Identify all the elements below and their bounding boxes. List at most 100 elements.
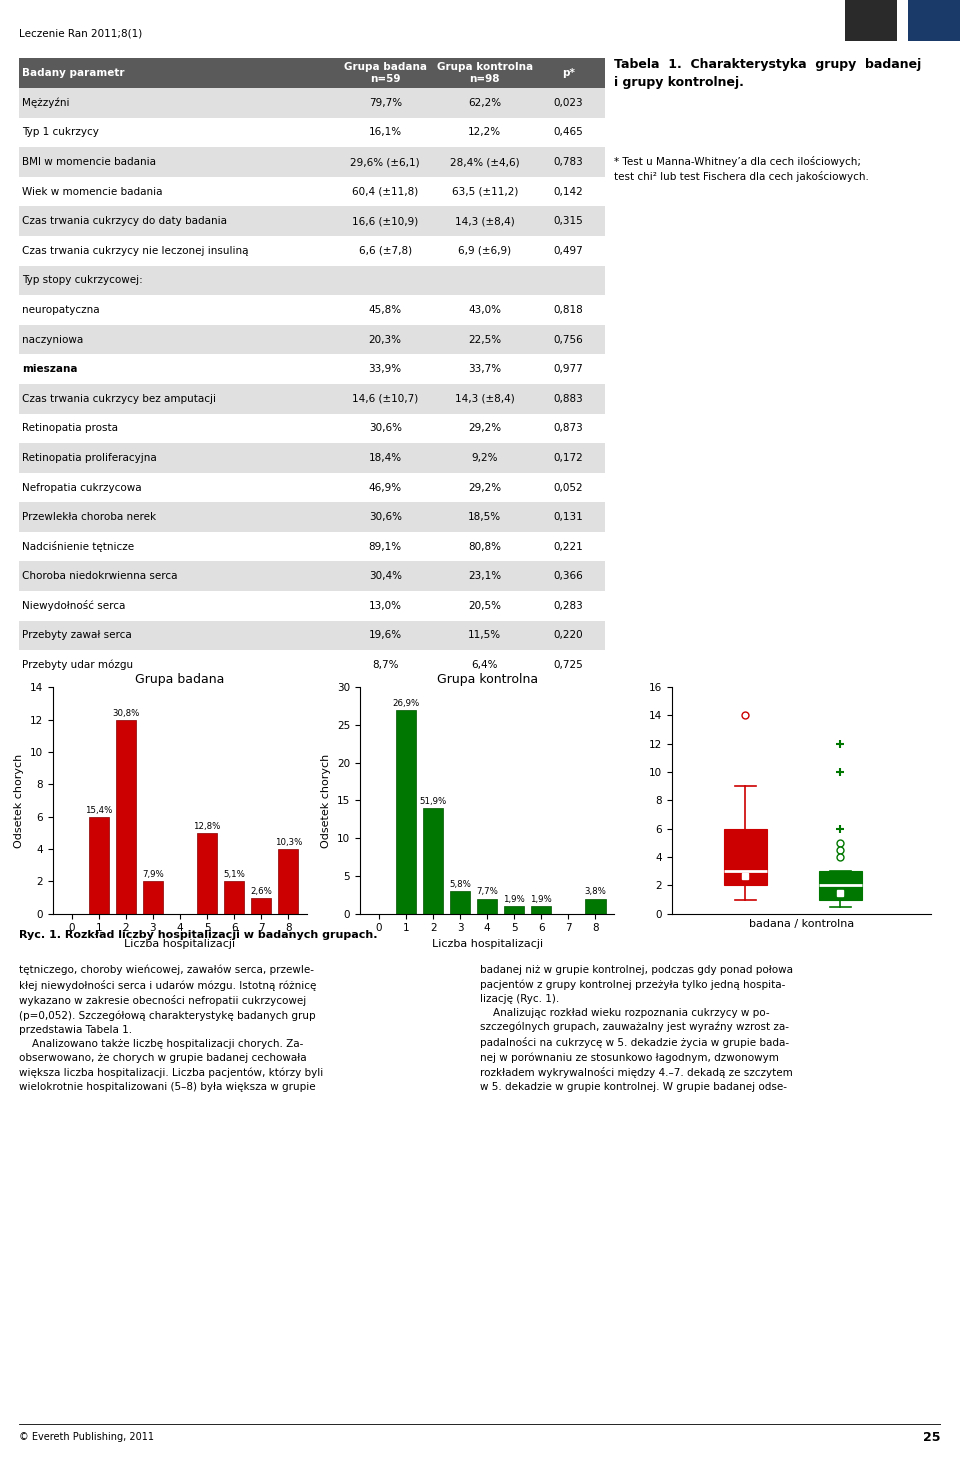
Bar bbox=[19, 443, 605, 472]
Bar bbox=[396, 709, 416, 914]
Text: tętniczego, choroby wieńcowej, zawałów serca, przewle-
kłej niewydołności serca : tętniczego, choroby wieńcowej, zawałów s… bbox=[19, 965, 324, 1092]
Bar bbox=[845, 0, 897, 41]
Text: 0,220: 0,220 bbox=[553, 630, 583, 640]
X-axis label: Liczba hospitalizacji: Liczba hospitalizacji bbox=[432, 939, 542, 949]
Bar bbox=[908, 0, 960, 41]
Text: p*: p* bbox=[562, 69, 575, 79]
Bar bbox=[19, 148, 605, 177]
Text: 9,2%: 9,2% bbox=[471, 453, 498, 463]
Text: Czas trwania cukrzycy bez amputacji: Czas trwania cukrzycy bez amputacji bbox=[22, 393, 216, 404]
Text: Tabela  1.  Charakterystyka  grupy  badanej
i grupy kontrolnej.: Tabela 1. Charakterystyka grupy badanej … bbox=[614, 58, 922, 89]
Text: Typ 1 cukrzycy: Typ 1 cukrzycy bbox=[22, 127, 99, 137]
Text: Niewydołność serca: Niewydołność serca bbox=[22, 601, 126, 611]
Text: 13,0%: 13,0% bbox=[369, 601, 401, 611]
Bar bbox=[586, 899, 606, 914]
Text: 0,052: 0,052 bbox=[553, 482, 583, 493]
Bar bbox=[423, 808, 444, 914]
Text: 0,977: 0,977 bbox=[553, 364, 583, 374]
Text: 19,6%: 19,6% bbox=[369, 630, 402, 640]
Text: 15,4%: 15,4% bbox=[85, 806, 112, 814]
Text: 62,2%: 62,2% bbox=[468, 98, 501, 108]
Bar bbox=[19, 503, 605, 532]
Text: 45,8%: 45,8% bbox=[369, 306, 402, 314]
Bar bbox=[143, 882, 163, 914]
Bar bbox=[19, 385, 605, 414]
Text: 33,9%: 33,9% bbox=[369, 364, 402, 374]
Bar bbox=[19, 88, 605, 117]
Bar bbox=[504, 906, 524, 914]
Bar bbox=[477, 899, 497, 914]
Text: 89,1%: 89,1% bbox=[369, 542, 402, 551]
Text: naczyniowa: naczyniowa bbox=[22, 335, 84, 345]
Text: Badany parametr: Badany parametr bbox=[22, 69, 125, 79]
Text: mieszana: mieszana bbox=[22, 364, 78, 374]
Text: 1,9%: 1,9% bbox=[503, 895, 525, 904]
Text: 30,6%: 30,6% bbox=[369, 424, 401, 433]
Text: Czas trwania cukrzycy do daty badania: Czas trwania cukrzycy do daty badania bbox=[22, 216, 228, 227]
Text: 0,873: 0,873 bbox=[553, 424, 583, 433]
Bar bbox=[19, 621, 605, 651]
Text: 18,4%: 18,4% bbox=[369, 453, 402, 463]
Text: 3,8%: 3,8% bbox=[585, 887, 607, 896]
Text: Ryc. 1. Rozkład liczby hospitalizacji w badanych grupach.: Ryc. 1. Rozkład liczby hospitalizacji w … bbox=[19, 930, 377, 940]
Text: 12,8%: 12,8% bbox=[193, 822, 221, 830]
Text: 23,1%: 23,1% bbox=[468, 572, 501, 582]
Text: Nadciśnienie tętnicze: Nadciśnienie tętnicze bbox=[22, 541, 134, 553]
Text: 6,6 (±7,8): 6,6 (±7,8) bbox=[359, 246, 412, 256]
Text: 10,3%: 10,3% bbox=[275, 838, 302, 846]
Text: Nefropatia cukrzycowa: Nefropatia cukrzycowa bbox=[22, 482, 142, 493]
Text: Typ stopy cukrzycowej:: Typ stopy cukrzycowej: bbox=[22, 275, 143, 285]
Text: Mężzyźni: Mężzyźni bbox=[22, 98, 70, 108]
Text: Grupa badana
n=59: Grupa badana n=59 bbox=[344, 61, 426, 85]
Text: * Test u Manna-Whitney’a dla cech ilościowych;
test chi² lub test Fischera dla c: * Test u Manna-Whitney’a dla cech ilości… bbox=[614, 156, 869, 181]
Text: © Evereth Publishing, 2011: © Evereth Publishing, 2011 bbox=[19, 1433, 155, 1442]
Bar bbox=[19, 561, 605, 591]
Bar bbox=[19, 206, 605, 235]
Text: 30,6%: 30,6% bbox=[369, 512, 401, 522]
Text: 11,5%: 11,5% bbox=[468, 630, 501, 640]
Text: badanej niż w grupie kontrolnej, podczas gdy ponad połowa
pacjentów z grupy kont: badanej niż w grupie kontrolnej, podczas… bbox=[480, 965, 793, 1092]
Bar bbox=[819, 871, 862, 899]
Text: 79,7%: 79,7% bbox=[369, 98, 402, 108]
Text: 0,756: 0,756 bbox=[553, 335, 583, 345]
Bar bbox=[278, 849, 299, 914]
Bar bbox=[19, 58, 605, 88]
Text: 0,315: 0,315 bbox=[553, 216, 583, 227]
Text: 0,023: 0,023 bbox=[553, 98, 583, 108]
Text: 12,2%: 12,2% bbox=[468, 127, 501, 137]
Text: Przebyty udar mózgu: Przebyty udar mózgu bbox=[22, 659, 133, 670]
Text: Przebyty zawał serca: Przebyty zawał serca bbox=[22, 630, 132, 640]
Text: 0,883: 0,883 bbox=[553, 393, 583, 404]
Bar bbox=[724, 829, 767, 886]
Text: 20,3%: 20,3% bbox=[369, 335, 401, 345]
Bar bbox=[88, 817, 108, 914]
X-axis label: badana / kontrolna: badana / kontrolna bbox=[749, 920, 854, 930]
Text: 29,6% (±6,1): 29,6% (±6,1) bbox=[350, 156, 420, 167]
Bar bbox=[19, 266, 605, 295]
Bar bbox=[116, 719, 136, 914]
Text: 26,9%: 26,9% bbox=[393, 699, 420, 708]
Y-axis label: Odsetek chorych: Odsetek chorych bbox=[322, 753, 331, 848]
Text: Wiek w momencie badania: Wiek w momencie badania bbox=[22, 187, 162, 196]
Text: 30,8%: 30,8% bbox=[112, 709, 139, 718]
X-axis label: Liczba hospitalizacji: Liczba hospitalizacji bbox=[125, 939, 235, 949]
Bar bbox=[450, 890, 470, 914]
Text: Choroba niedokrwienna serca: Choroba niedokrwienna serca bbox=[22, 572, 178, 582]
Text: 0,221: 0,221 bbox=[553, 542, 583, 551]
Text: 0,465: 0,465 bbox=[553, 127, 583, 137]
Text: 28,4% (±4,6): 28,4% (±4,6) bbox=[450, 156, 519, 167]
Text: 14,6 (±10,7): 14,6 (±10,7) bbox=[352, 393, 419, 404]
Text: 7,7%: 7,7% bbox=[476, 887, 498, 896]
Text: 33,7%: 33,7% bbox=[468, 364, 501, 374]
Text: Czas trwania cukrzycy nie leczonej insuliną: Czas trwania cukrzycy nie leczonej insul… bbox=[22, 246, 249, 256]
Text: 0,142: 0,142 bbox=[553, 187, 583, 196]
Text: 8,7%: 8,7% bbox=[372, 659, 398, 670]
Text: 63,5 (±11,2): 63,5 (±11,2) bbox=[451, 187, 518, 196]
Text: 0,131: 0,131 bbox=[553, 512, 583, 522]
Text: 16,6 (±10,9): 16,6 (±10,9) bbox=[352, 216, 419, 227]
Text: 0,725: 0,725 bbox=[553, 659, 583, 670]
Text: 6,4%: 6,4% bbox=[471, 659, 498, 670]
Text: 0,818: 0,818 bbox=[553, 306, 583, 314]
Text: 43,0%: 43,0% bbox=[468, 306, 501, 314]
Text: 18,5%: 18,5% bbox=[468, 512, 501, 522]
